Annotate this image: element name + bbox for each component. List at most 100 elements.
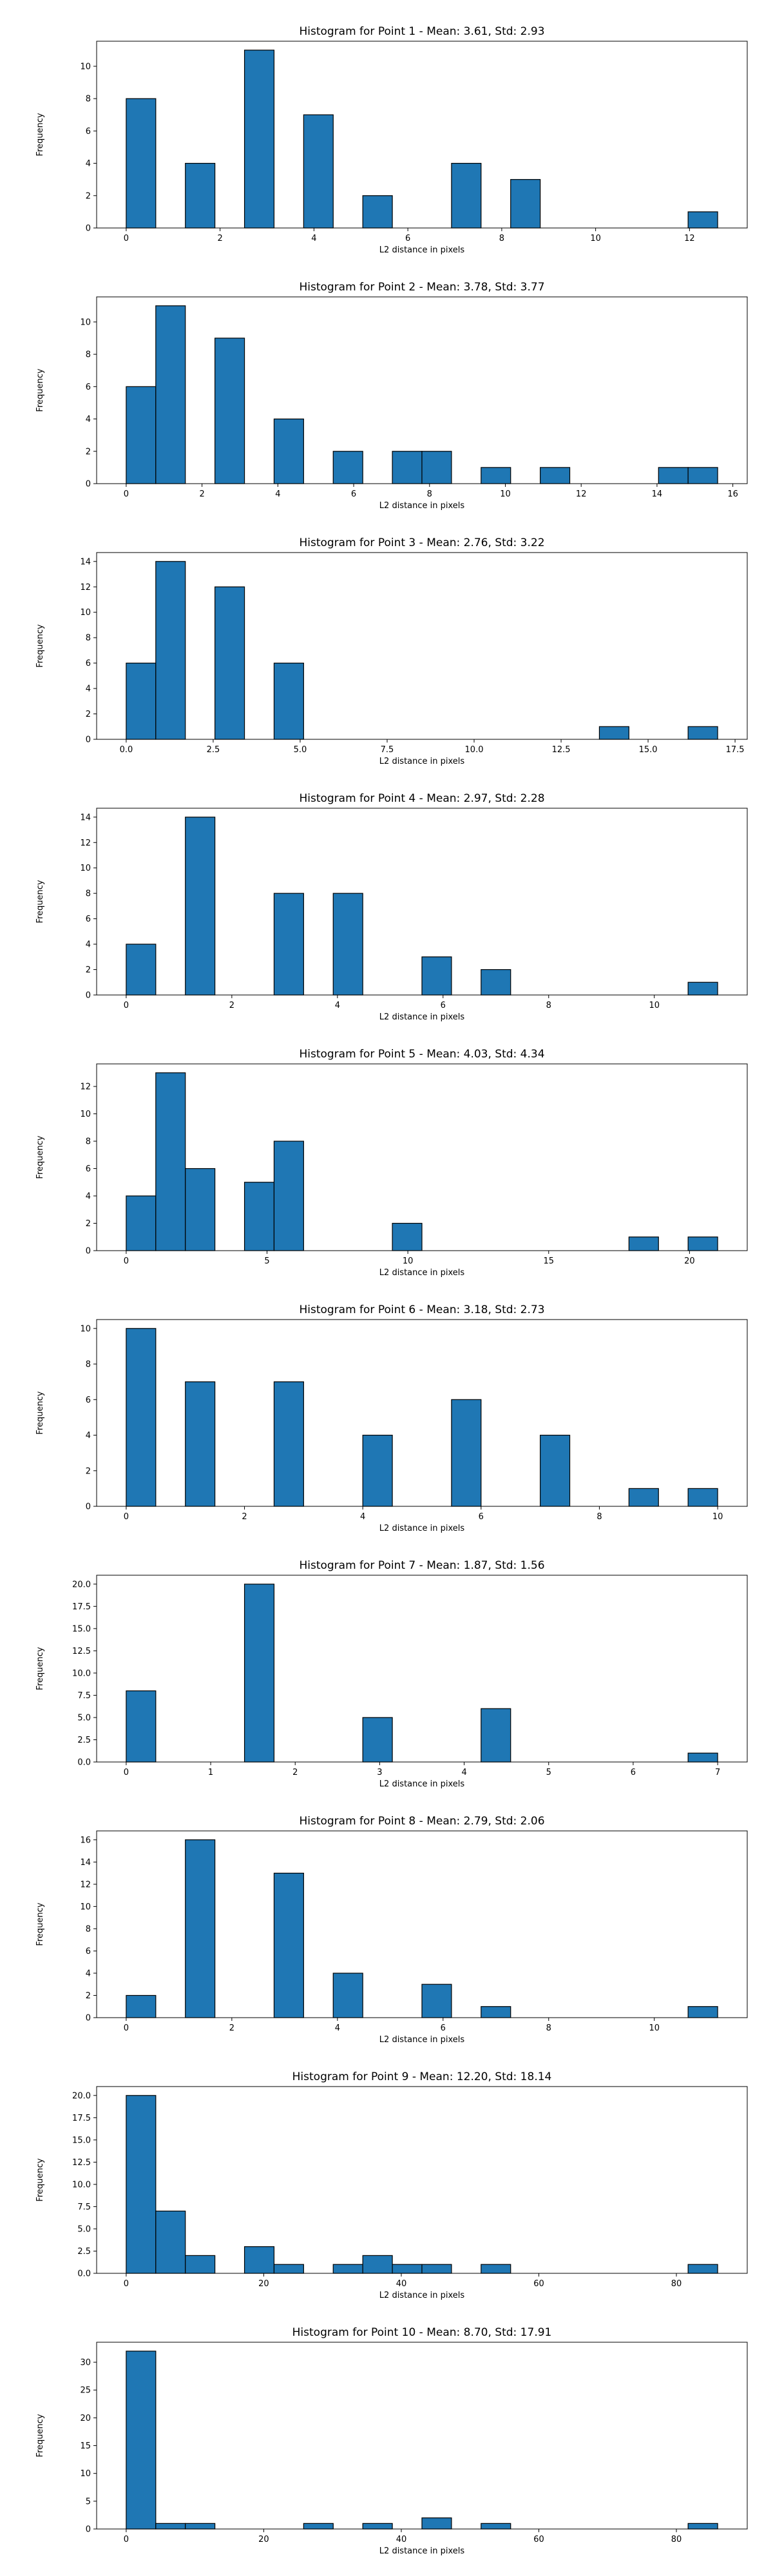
- x-tick-label: 0: [124, 489, 129, 499]
- y-tick-label: 5.0: [77, 2224, 91, 2234]
- histogram-panel-3: Histogram for Point 3 - Mean: 2.76, Std:…: [35, 536, 748, 766]
- histogram-bar: [687, 467, 718, 484]
- x-tick-label: 6: [479, 1512, 484, 1522]
- x-tick-label: 10.0: [465, 745, 484, 755]
- histogram-panel-6: Histogram for Point 6 - Mean: 3.18, Std:…: [35, 1303, 748, 1533]
- x-axis-label: L2 distance in pixels: [379, 1012, 465, 1022]
- y-tick-label: 7.5: [77, 2202, 91, 2212]
- y-axis-label: Frequency: [35, 2158, 45, 2201]
- x-tick-label: 12: [576, 489, 587, 499]
- histogram-bar: [687, 2264, 718, 2274]
- histogram-bar: [185, 1381, 216, 1507]
- y-tick-label: 0.0: [77, 2269, 91, 2279]
- histogram-bar: [215, 337, 245, 484]
- y-tick-label: 20: [80, 2414, 91, 2423]
- histogram-bar: [421, 1984, 452, 2018]
- histogram-bar: [303, 2523, 334, 2530]
- histogram-bar: [628, 1488, 659, 1507]
- y-tick-label: 0: [86, 224, 91, 234]
- histogram-bar: [658, 467, 689, 484]
- y-tick-label: 2.5: [77, 1736, 91, 1745]
- x-tick-label: 0: [124, 1768, 129, 1777]
- x-tick-label: 8: [546, 1001, 551, 1010]
- x-tick-label: 4: [311, 234, 316, 243]
- histogram-bar: [185, 162, 216, 229]
- axes-frame: [96, 1063, 748, 1251]
- axes-frame: [96, 296, 748, 484]
- x-tick-label: 8: [427, 489, 432, 499]
- x-tick-label: 4: [461, 1768, 466, 1777]
- histogram-bar: [243, 2246, 275, 2274]
- histogram-bar: [362, 2255, 393, 2274]
- x-tick-label: 12.5: [552, 745, 571, 755]
- histogram-bar: [273, 1872, 304, 2018]
- x-tick-label: 20: [258, 2535, 269, 2544]
- histogram-bar: [687, 211, 718, 229]
- y-tick-label: 0: [86, 2525, 91, 2535]
- x-tick-label: 40: [396, 2535, 407, 2544]
- y-axis-label: Frequency: [35, 1647, 45, 1690]
- y-tick-label: 10: [80, 1324, 91, 1334]
- y-tick-label: 2.5: [77, 2247, 91, 2257]
- histogram-panel-10: Histogram for Point 10 - Mean: 8.70, Std…: [35, 2326, 748, 2556]
- histogram-bar: [273, 893, 304, 996]
- x-tick-label: 17.5: [726, 745, 745, 755]
- histogram-panel-1: Histogram for Point 1 - Mean: 3.61, Std:…: [35, 25, 748, 255]
- y-tick-label: 10: [80, 864, 91, 873]
- y-tick-label: 17.5: [72, 1602, 91, 1612]
- chart-title: Histogram for Point 4 - Mean: 2.97, Std:…: [299, 792, 544, 805]
- axes-frame: [96, 552, 748, 740]
- histogram-bar: [185, 817, 216, 996]
- y-tick-label: 8: [86, 634, 91, 643]
- y-tick-label: 7.5: [77, 1691, 91, 1701]
- x-tick-label: 80: [671, 2535, 682, 2544]
- x-tick-label: 8: [546, 2023, 551, 2033]
- histogram-panel-5: Histogram for Point 5 - Mean: 4.03, Std:…: [35, 1048, 748, 1278]
- y-tick-label: 10: [80, 2469, 91, 2479]
- histogram-bar: [126, 98, 157, 229]
- histogram-bar: [243, 50, 275, 229]
- y-tick-label: 4: [86, 1969, 91, 1978]
- y-tick-label: 14: [80, 1858, 91, 1868]
- y-tick-label: 15.0: [72, 1624, 91, 1634]
- histogram-bar: [510, 179, 541, 229]
- histogram-panel-7: Histogram for Point 7 - Mean: 1.87, Std:…: [35, 1559, 748, 1789]
- histogram-bar: [332, 2264, 363, 2274]
- x-tick-label: 6: [631, 1768, 636, 1777]
- x-tick-label: 0: [124, 1001, 129, 1010]
- histogram-bar: [332, 451, 363, 484]
- y-tick-label: 5: [86, 2497, 91, 2506]
- x-tick-label: 3: [377, 1768, 382, 1777]
- y-tick-label: 6: [86, 1947, 91, 1956]
- histogram-bar: [451, 162, 482, 229]
- histogram-bar: [273, 2264, 304, 2274]
- y-tick-label: 12: [80, 583, 91, 592]
- y-tick-label: 6: [86, 127, 91, 137]
- y-tick-label: 5.0: [77, 1713, 91, 1723]
- x-tick-label: 6: [351, 489, 356, 499]
- x-tick-label: 0: [124, 1256, 129, 1266]
- histogram-bar: [392, 1222, 423, 1251]
- y-axis-label: Frequency: [35, 113, 45, 156]
- y-tick-label: 10: [80, 317, 91, 327]
- x-tick-label: 20: [684, 1256, 695, 1266]
- histogram-bar: [273, 418, 304, 484]
- y-tick-label: 14: [80, 557, 91, 567]
- y-axis-label: Frequency: [35, 2414, 45, 2457]
- histogram-bar: [155, 2210, 186, 2274]
- x-tick-label: 2: [229, 1001, 234, 1010]
- y-tick-label: 20.0: [72, 2091, 91, 2101]
- x-tick-label: 10: [649, 1001, 660, 1010]
- histogram-bar: [362, 1434, 393, 1507]
- chart-title: Histogram for Point 5 - Mean: 4.03, Std:…: [299, 1048, 544, 1061]
- y-axis-label: Frequency: [35, 1135, 45, 1179]
- histogram-bar: [243, 1182, 275, 1251]
- x-tick-label: 0: [124, 234, 129, 243]
- x-tick-label: 8: [596, 1512, 602, 1522]
- x-tick-label: 2: [242, 1512, 247, 1522]
- x-axis-label: L2 distance in pixels: [379, 2291, 465, 2300]
- y-tick-label: 0: [86, 480, 91, 489]
- y-tick-label: 0: [86, 735, 91, 745]
- histogram-bar: [628, 1236, 659, 1251]
- axes-frame: [96, 1319, 748, 1507]
